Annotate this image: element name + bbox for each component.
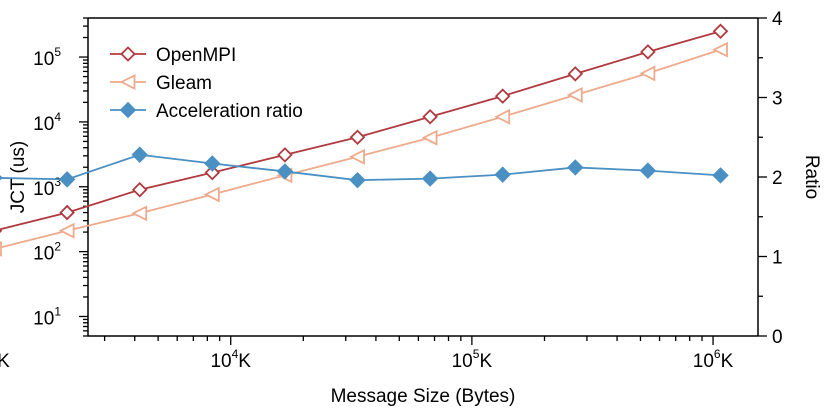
y-left-tick-mantissa: 10 [33,114,54,135]
x-tick-suffix: K [479,351,492,372]
acceleration-ratio-point [204,155,221,172]
acceleration-ratio-point [0,175,3,181]
acceleration-ratio-point [639,162,657,179]
acceleration-ratio-point [349,171,366,189]
x-tick-exponent: 4 [232,347,239,361]
x-tick-label: 105K [452,347,493,372]
openmpi-point [422,108,438,125]
y-left-tick-exponent: 1 [54,304,61,318]
x-tick-suffix: K [721,351,734,372]
x-axis-title: Message Size (Bytes) [331,386,516,407]
x-tick-label: 106K [693,347,734,372]
plot-group [0,23,729,257]
y-left-tick-exponent: 5 [54,45,61,59]
y-right-tick-label: 0 [772,327,783,348]
openmpi-point [204,164,221,181]
legend-label-acceleration-ratio: Acceleration ratio [156,101,303,122]
gleam-line [0,48,721,249]
openmpi-point [494,88,511,104]
gleam-point [494,108,511,125]
gleam-point [58,222,75,239]
acceleration-ratio-point [712,167,729,184]
gleam-point [348,148,365,165]
x-tick-exponent: 6 [714,347,721,361]
legend-label-gleam: Gleam [156,73,212,94]
gleam-point [0,240,2,257]
acceleration-ratio-point [58,171,76,188]
y-left-tick-exponent: 2 [54,240,61,254]
y-left-tick-label: 105 [33,45,61,70]
y-left-tick-label: 103 [33,175,61,200]
x-tick-label: 103K [0,347,10,372]
openmpi-line [0,30,721,231]
legend-marker-openmpi [120,46,136,62]
y-left-tick-label: 102 [33,240,61,265]
openmpi-point [277,147,293,163]
openmpi-point [712,23,729,40]
gleam-point [566,87,583,103]
y-right-axis-title: Ratio [801,155,822,199]
openmpi-point [59,204,75,221]
acceleration-ratio-point [131,146,148,163]
acceleration-ratio-point [494,166,511,183]
x-tick-mantissa: 10 [452,351,473,372]
y-left-tick-exponent: 4 [54,110,61,124]
gleam-point [421,129,438,146]
legend-label-openmpi: OpenMPI [156,45,236,66]
y-left-tick-mantissa: 10 [33,179,54,200]
y-left-axis-title: JCT (us) [8,141,29,213]
y-right-tick-label: 2 [772,168,783,189]
y-left-tick-mantissa: 10 [33,49,54,70]
x-tick-exponent: 5 [473,347,480,361]
y-right-tick-label: 1 [772,248,783,269]
y-left-tick-label: 104 [33,110,61,135]
y-right-tick-label: 4 [772,9,783,30]
y-left-tick-label: 101 [33,304,61,329]
openmpi-point [349,129,366,146]
gleam-point [203,186,220,203]
x-tick-label: 104K [210,347,251,372]
openmpi-point [640,44,656,60]
axes-group: 101K102K103K104K105K106K1011021031041050… [0,9,783,372]
x-tick-mantissa: 10 [210,351,231,372]
legend-marker-acceleration-ratio [119,101,137,119]
acceleration-ratio-point [276,163,294,180]
x-tick-mantissa: 10 [693,351,714,372]
y-left-tick-mantissa: 10 [33,308,54,329]
acceleration-ratio-point [421,170,439,187]
legend-marker-gleam [119,74,136,90]
gleam-point [131,205,148,222]
openmpi-point [131,181,148,198]
acceleration-ratio-point [567,159,584,176]
x-tick-suffix: K [0,351,10,372]
gleam-point [639,65,656,82]
legend: OpenMPI Gleam Acceleration ratio [110,45,303,122]
openmpi-point [0,228,3,234]
gleam-point [711,41,728,58]
y-left-tick-mantissa: 10 [33,244,54,265]
y-left-tick-exponent: 3 [54,175,61,189]
y-right-tick-label: 3 [772,89,783,110]
x-tick-suffix: K [238,351,251,372]
openmpi-point [567,66,584,82]
